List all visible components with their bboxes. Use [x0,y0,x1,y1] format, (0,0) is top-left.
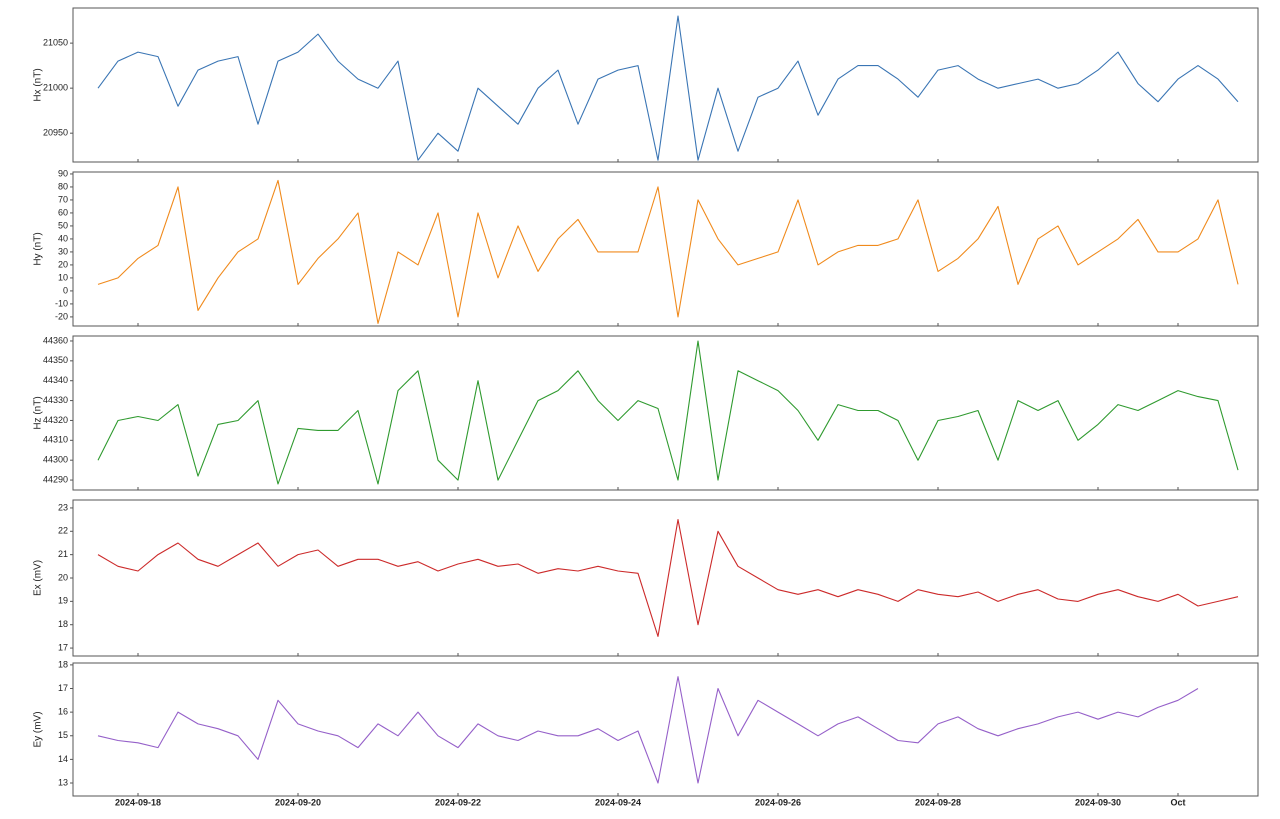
y-tick-label: 70 [58,194,68,204]
y-tick-label: 21050 [43,37,68,47]
series-line [97,15,1239,161]
y-axis-label: Ey (mV) [33,711,44,747]
panel-frame [72,499,1259,657]
panel-frame [72,335,1259,491]
y-tick-label: 17 [58,683,68,693]
y-tick-label: -20 [55,311,68,321]
y-tick-label: 0 [63,285,68,295]
y-tick-label: 16 [58,707,68,717]
x-tick-label: 2024-09-22 [435,797,481,807]
series-line [97,519,1239,637]
y-tick-label: 22 [58,526,68,536]
y-tick-label: 50 [58,220,68,230]
y-axis-label: Hx (nT) [33,68,44,101]
y-tick-label: 18 [58,619,68,629]
y-tick-label: 30 [58,246,68,256]
y-tick-label: 20 [58,259,68,269]
x-tick-label: 2024-09-30 [1075,797,1121,807]
y-axis-label: Hy (nT) [33,232,44,265]
y-tick-label: 44290 [43,474,68,484]
y-axis-label: Ex (mV) [33,560,44,596]
y-tick-label: 90 [58,168,68,178]
y-tick-label: 10 [58,272,68,282]
y-tick-label: 21 [58,549,68,559]
y-tick-label: 23 [58,502,68,512]
x-tick-label: 2024-09-26 [755,797,801,807]
y-tick-label: 15 [58,730,68,740]
series-line [97,179,1239,324]
y-tick-label: 44340 [43,375,68,385]
y-axis-label: Hz (nT) [33,396,44,429]
panel-frame [72,7,1259,163]
x-tick-label: 2024-09-20 [275,797,321,807]
y-tick-label: 17 [58,642,68,652]
x-tick-label: 2024-09-28 [915,797,961,807]
y-tick-label: 60 [58,207,68,217]
y-tick-label: 14 [58,754,68,764]
y-tick-label: 44360 [43,335,68,345]
series-line [97,340,1239,485]
y-tick-label: 44310 [43,435,68,445]
x-tick-label: Oct [1170,797,1185,807]
y-tick-label: 40 [58,233,68,243]
series-line [97,676,1199,784]
y-tick-label: 44350 [43,355,68,365]
y-tick-label: 44320 [43,415,68,425]
x-tick-label: 2024-09-18 [115,797,161,807]
y-tick-label: 21000 [43,83,68,93]
y-tick-label: 20 [58,572,68,582]
y-tick-label: 18 [58,659,68,669]
panel-frame [72,171,1259,327]
y-tick-label: 44300 [43,455,68,465]
panel-frame [72,662,1259,797]
y-tick-label: 44330 [43,395,68,405]
y-tick-label: -10 [55,298,68,308]
y-tick-label: 13 [58,777,68,787]
y-tick-label: 20950 [43,128,68,138]
y-tick-label: 80 [58,181,68,191]
x-tick-label: 2024-09-24 [595,797,641,807]
y-tick-label: 19 [58,596,68,606]
